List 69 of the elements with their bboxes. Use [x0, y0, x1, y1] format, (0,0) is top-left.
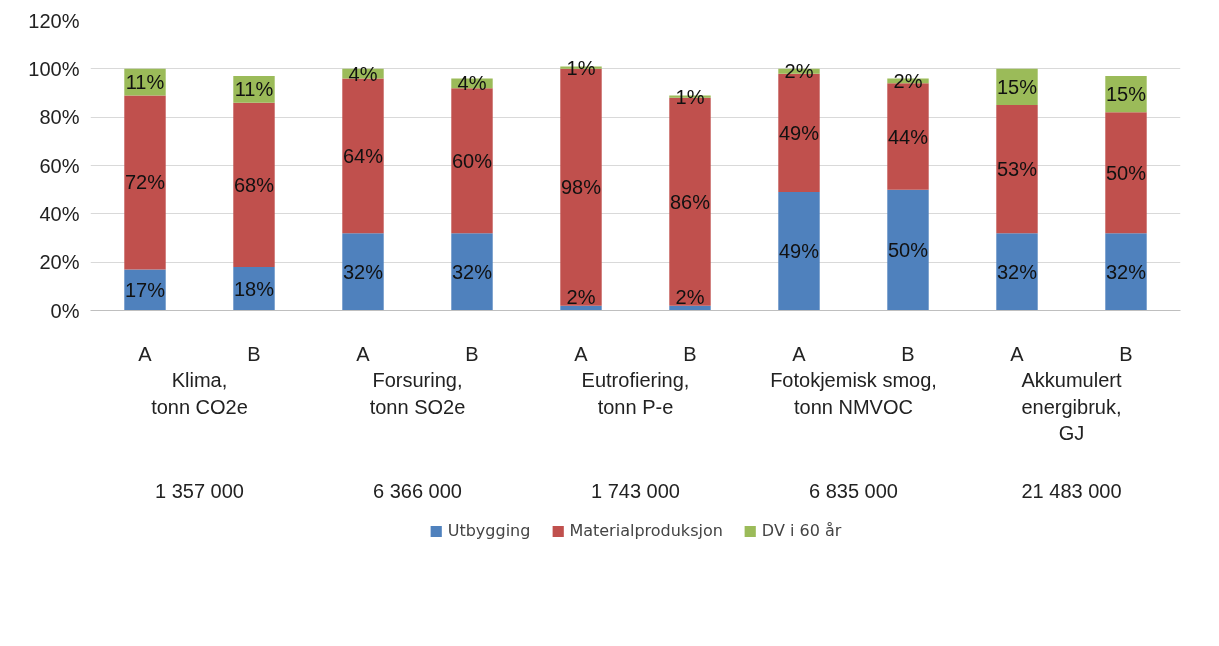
- data-label: 15%: [996, 75, 1038, 98]
- bar: [451, 233, 493, 311]
- data-label: 64%: [342, 144, 384, 167]
- y-tick-label: 20%: [39, 251, 80, 274]
- legend-label: Materialproduksjon: [569, 521, 723, 540]
- data-label: 2%: [675, 286, 705, 309]
- text: Eutrofiering, tonn P-e: [581, 369, 690, 418]
- data-label: 11%: [234, 78, 274, 101]
- text: Fotokjemisk smog, tonn NMVOC: [770, 369, 937, 418]
- x-tick-label: B: [901, 342, 915, 365]
- x-tick-label: A: [574, 342, 589, 365]
- x-tick-label: B: [683, 342, 697, 365]
- bar: [1105, 112, 1147, 234]
- x-tick-label: A: [1010, 342, 1025, 365]
- data-label: 32%: [996, 260, 1038, 283]
- data-label: 18%: [233, 277, 275, 300]
- text: Forsuring, tonn SO2e: [369, 369, 466, 418]
- data-label: 49%: [778, 240, 820, 263]
- data-label: 1%: [566, 56, 596, 79]
- data-label: 32%: [342, 260, 384, 283]
- bar: [124, 95, 166, 270]
- y-tick-label: 80%: [39, 106, 80, 129]
- x-tick-label: B: [1119, 342, 1133, 365]
- data-label: 1%: [675, 85, 705, 108]
- bar: [996, 233, 1038, 311]
- data-label: 2%: [566, 286, 596, 309]
- bar: [887, 189, 929, 311]
- bar: [1105, 233, 1147, 311]
- text: 21 483 000: [1021, 479, 1122, 502]
- y-tick-label: 60%: [39, 154, 80, 177]
- x-tick-label: A: [138, 342, 153, 365]
- text: Klima, tonn CO2e: [151, 369, 248, 418]
- data-label: 32%: [451, 260, 493, 283]
- x-tick-label: B: [465, 342, 479, 365]
- y-tick-label: 100%: [28, 57, 80, 80]
- text: 1 357 000: [155, 479, 244, 502]
- data-label: 50%: [1105, 161, 1147, 184]
- text: 1 743 000: [591, 479, 680, 502]
- legend-label: DV i 60 år: [761, 521, 842, 540]
- data-label: 98%: [560, 176, 602, 199]
- data-label: 53%: [996, 158, 1038, 181]
- bar: [342, 233, 384, 311]
- x-tick-label: A: [356, 342, 371, 365]
- data-label: 68%: [233, 173, 275, 196]
- data-label: 17%: [124, 278, 166, 301]
- x-tick-label: B: [247, 342, 261, 365]
- text: 6 835 000: [809, 479, 898, 502]
- legend-label: Utbygging: [447, 521, 531, 540]
- data-label: 44%: [887, 125, 929, 148]
- data-label: 86%: [669, 190, 711, 213]
- data-label: 4%: [457, 72, 487, 95]
- data-label: 32%: [1105, 260, 1147, 283]
- bar: [233, 102, 275, 267]
- bar: [451, 88, 493, 234]
- data-label: 11%: [125, 71, 165, 94]
- bar: [996, 105, 1038, 234]
- bar: [778, 192, 820, 311]
- y-tick-label: 0%: [50, 299, 80, 322]
- data-label: 60%: [451, 149, 493, 172]
- data-label: 72%: [124, 171, 166, 194]
- y-tick-label: 40%: [39, 202, 80, 225]
- text: 6 366 000: [373, 479, 462, 502]
- data-label: 15%: [1105, 83, 1147, 106]
- data-label: 50%: [887, 239, 929, 262]
- data-label: 49%: [778, 121, 820, 144]
- x-tick-label: A: [792, 342, 807, 365]
- y-tick-label: 120%: [28, 9, 80, 32]
- text: Akkumulert energibruk, GJ: [1021, 369, 1122, 445]
- data-label: 2%: [784, 60, 814, 83]
